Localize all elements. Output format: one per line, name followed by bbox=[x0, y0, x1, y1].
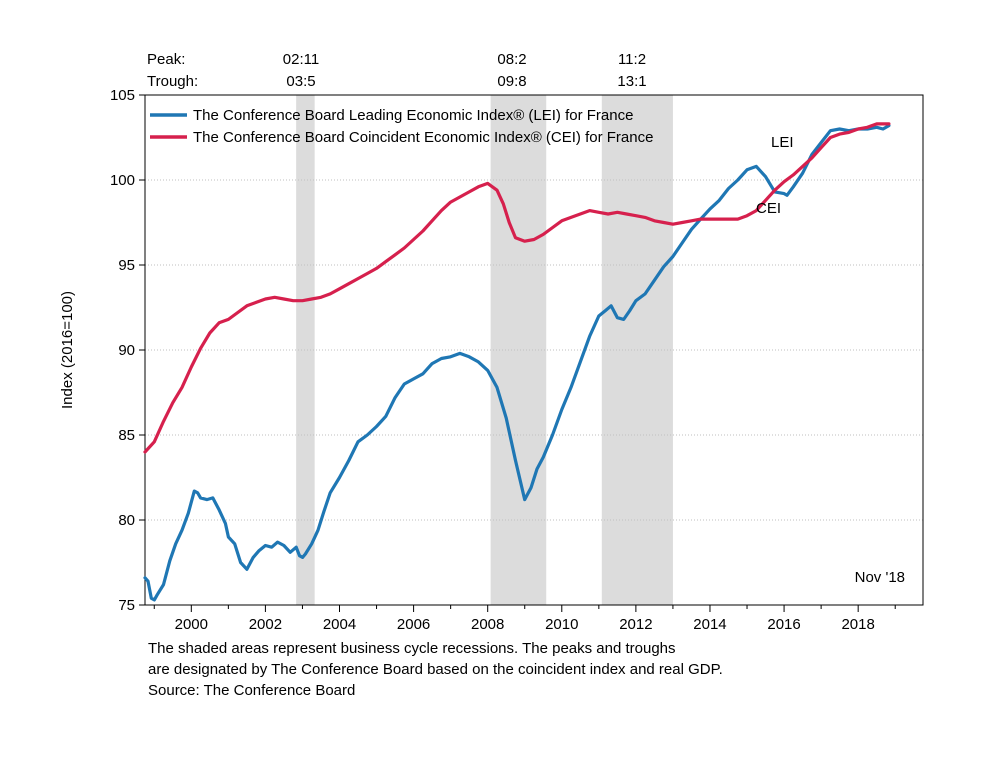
date-label: Nov '18 bbox=[855, 569, 905, 586]
lei-line bbox=[143, 123, 891, 602]
y-tick-label: 95 bbox=[118, 257, 135, 274]
x-tick-label: 2010 bbox=[545, 616, 578, 633]
legend-label-lei: The Conference Board Leading Economic In… bbox=[193, 107, 633, 124]
peak-date: 11:2 bbox=[618, 51, 646, 68]
series-label-lei: LEI bbox=[771, 134, 794, 151]
series-lines bbox=[143, 122, 891, 602]
footnote-line-1: The shaded areas represent business cycl… bbox=[148, 640, 676, 657]
legend-label-cei: The Conference Board Coincident Economic… bbox=[193, 129, 653, 146]
x-axis: 2000 2002 2004 2006 2008 2010 2012 2014 2016 2018 bbox=[153, 605, 896, 633]
x-tick-label: 2006 bbox=[397, 616, 430, 633]
gridlines bbox=[145, 179, 923, 521]
trough-date: 09:8 bbox=[497, 73, 526, 90]
y-tick-label: 105 bbox=[110, 87, 135, 104]
footnote-source: Source: The Conference Board bbox=[148, 682, 356, 699]
x-tick-label: 2000 bbox=[175, 616, 208, 633]
trough-label: Trough: bbox=[147, 73, 198, 90]
x-tick-label: 2012 bbox=[619, 616, 652, 633]
x-tick-label: 2004 bbox=[323, 616, 356, 633]
y-tick-label: 75 bbox=[118, 597, 135, 614]
y-axis: 75 80 85 90 95 100 105 bbox=[110, 87, 145, 614]
cei-line bbox=[143, 122, 891, 454]
x-tick-label: 2008 bbox=[471, 616, 504, 633]
x-tick-label: 2016 bbox=[767, 616, 800, 633]
y-tick-label: 90 bbox=[118, 342, 135, 359]
y-tick-label: 85 bbox=[118, 427, 135, 444]
recession-band bbox=[490, 95, 547, 605]
x-tick-label: 2018 bbox=[841, 616, 874, 633]
x-tick-label: 2002 bbox=[249, 616, 282, 633]
y-tick-label: 80 bbox=[118, 512, 135, 529]
series-label-cei: CEI bbox=[756, 200, 781, 217]
legend: The Conference Board Leading Economic In… bbox=[150, 107, 653, 146]
x-tick-label: 2014 bbox=[693, 616, 726, 633]
footnote-line-2: are designated by The Conference Board b… bbox=[148, 661, 723, 678]
y-tick-label: 100 bbox=[110, 172, 135, 189]
trough-date: 03:5 bbox=[286, 73, 315, 90]
peak-label: Peak: bbox=[147, 51, 185, 68]
peak-date: 08:2 bbox=[497, 51, 526, 68]
peak-date: 02:11 bbox=[283, 51, 319, 68]
y-axis-label: Index (2016=100) bbox=[59, 291, 76, 409]
recession-band bbox=[296, 95, 315, 605]
trough-date: 13:1 bbox=[617, 73, 646, 90]
